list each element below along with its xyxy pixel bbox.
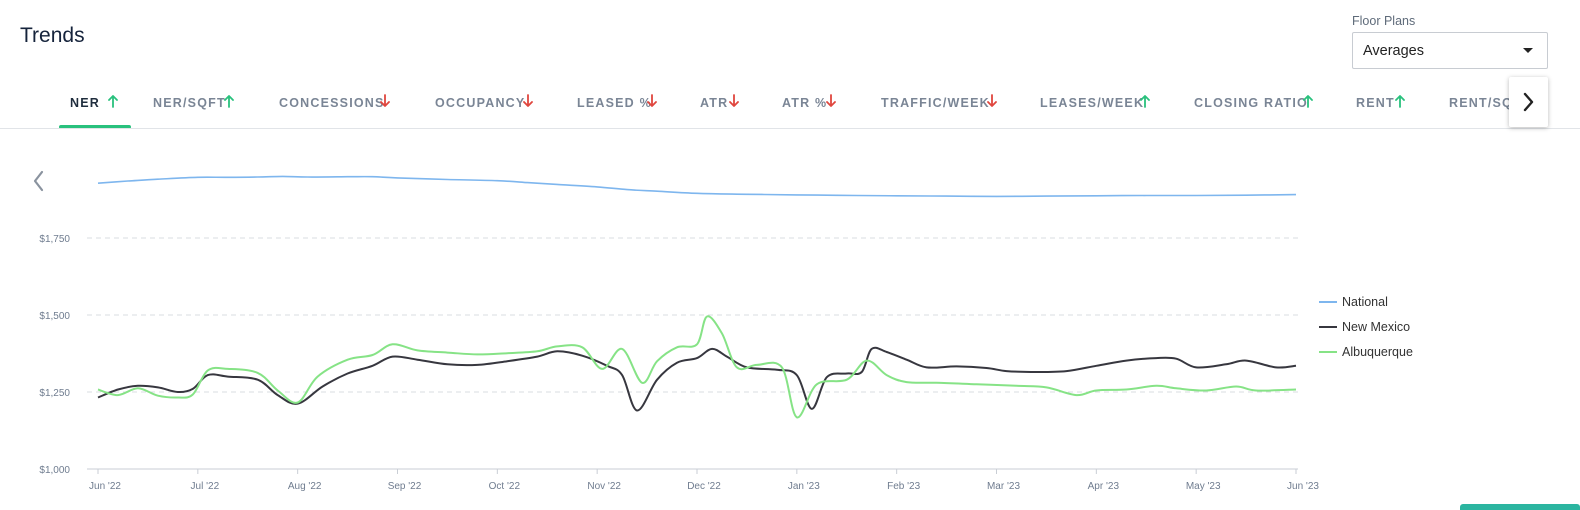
arrow-down-icon [647, 94, 657, 107]
arrow-up-icon [1140, 95, 1150, 108]
tab-strip: NER NER/SQFT CONCESSIONS OCCUPANCY LEASED % A… [59, 78, 1509, 128]
x-tick-label: Oct '22 [489, 481, 521, 492]
floor-plans-label: Floor Plans [1352, 14, 1416, 28]
trends-chart: $1,000 $1,250 $1,500 $1,750 Jun '22 Jul '22 Au… [0, 130, 1580, 510]
tab-atr[interactable]: ATR % [771, 78, 854, 128]
x-tick-label: Jan '23 [788, 481, 820, 492]
x-tick-label: Dec '22 [687, 481, 721, 492]
arrow-up-icon [108, 95, 118, 108]
arrow-down-icon [523, 94, 533, 107]
tab-label: CLOSING RATIO [1194, 96, 1308, 110]
arrow-down-icon [826, 94, 836, 107]
y-tick-label: $1,250 [39, 388, 70, 399]
active-tab-indicator [59, 125, 131, 128]
chevron-right-icon[interactable] [1509, 77, 1548, 127]
series-line-national [97, 175, 1297, 198]
x-tick-label: Jun '23 [1287, 481, 1319, 492]
tab-label: ATR % [782, 96, 828, 110]
tab-closing-ratio[interactable]: CLOSING RATIO [1183, 78, 1329, 128]
legend-label: National [1342, 295, 1388, 309]
chart-canvas: $1,000 $1,250 $1,500 $1,750 Jun '22 Jul '22 Au… [39, 175, 1413, 492]
tab-label: LEASES/WEEK [1040, 96, 1145, 110]
y-tick-label: $1,750 [39, 234, 70, 245]
x-tick-label: May '23 [1186, 481, 1221, 492]
x-tick-label: Jul '22 [191, 481, 220, 492]
legend-label: New Mexico [1342, 320, 1410, 334]
arrow-up-icon [1395, 95, 1405, 108]
tab-traffic-week[interactable]: TRAFFIC/WEEK [870, 78, 1013, 128]
tab-label: RENT [1356, 96, 1395, 110]
tab-rent[interactable]: RENT [1345, 78, 1422, 128]
tab-label: RENT/SQFT [1449, 96, 1509, 110]
tab-label: NER [70, 96, 100, 110]
tab-label: CONCESSIONS [279, 96, 385, 110]
tab-leased[interactable]: LEASED % [566, 78, 673, 128]
x-tick-label: Mar '23 [987, 481, 1020, 492]
y-tick-label: $1,500 [39, 311, 70, 322]
tab-label: TRAFFIC/WEEK [881, 96, 990, 110]
tab-rent-sqft[interactable]: RENT/SQFT [1438, 78, 1509, 128]
tab-label: ATR [700, 96, 729, 110]
page-title: Trends [20, 24, 85, 47]
x-tick-label: Nov '22 [587, 481, 621, 492]
metric-tabs: NER NER/SQFT CONCESSIONS OCCUPANCY LEASED % A… [0, 78, 1580, 192]
x-tick-label: Jun '22 [89, 481, 121, 492]
tab-ner-sqft[interactable]: NER/SQFT [142, 78, 252, 128]
series-line-albuquerque [97, 315, 1297, 419]
tab-atr[interactable]: ATR [689, 78, 755, 128]
tab-concessions[interactable]: CONCESSIONS [268, 78, 408, 128]
series-line-new-mexico [97, 346, 1297, 412]
chevron-left-icon[interactable] [28, 166, 50, 196]
tab-leases-week[interactable]: LEASES/WEEK [1029, 78, 1167, 128]
y-tick-label: $1,000 [39, 465, 70, 476]
page-action-edge[interactable] [1460, 504, 1580, 510]
caret-down-icon [1523, 48, 1533, 53]
tab-label: OCCUPANCY [435, 96, 526, 110]
tab-occupancy[interactable]: OCCUPANCY [424, 78, 550, 128]
arrow-down-icon [729, 94, 739, 107]
tab-ner[interactable]: NER [59, 78, 131, 128]
arrow-up-icon [224, 95, 234, 108]
x-tick-label: Feb '23 [887, 481, 920, 492]
arrow-up-icon [1303, 95, 1313, 108]
x-tick-label: Aug '22 [288, 481, 322, 492]
legend-label: Albuquerque [1342, 345, 1413, 359]
arrow-down-icon [380, 94, 390, 107]
tab-label: LEASED % [577, 96, 652, 110]
tab-label: NER/SQFT [153, 96, 226, 110]
floor-plans-value: Averages [1363, 43, 1424, 59]
arrow-down-icon [987, 94, 997, 107]
floor-plans-select[interactable]: Averages [1352, 32, 1548, 69]
x-tick-label: Sep '22 [388, 481, 422, 492]
x-tick-label: Apr '23 [1088, 481, 1120, 492]
